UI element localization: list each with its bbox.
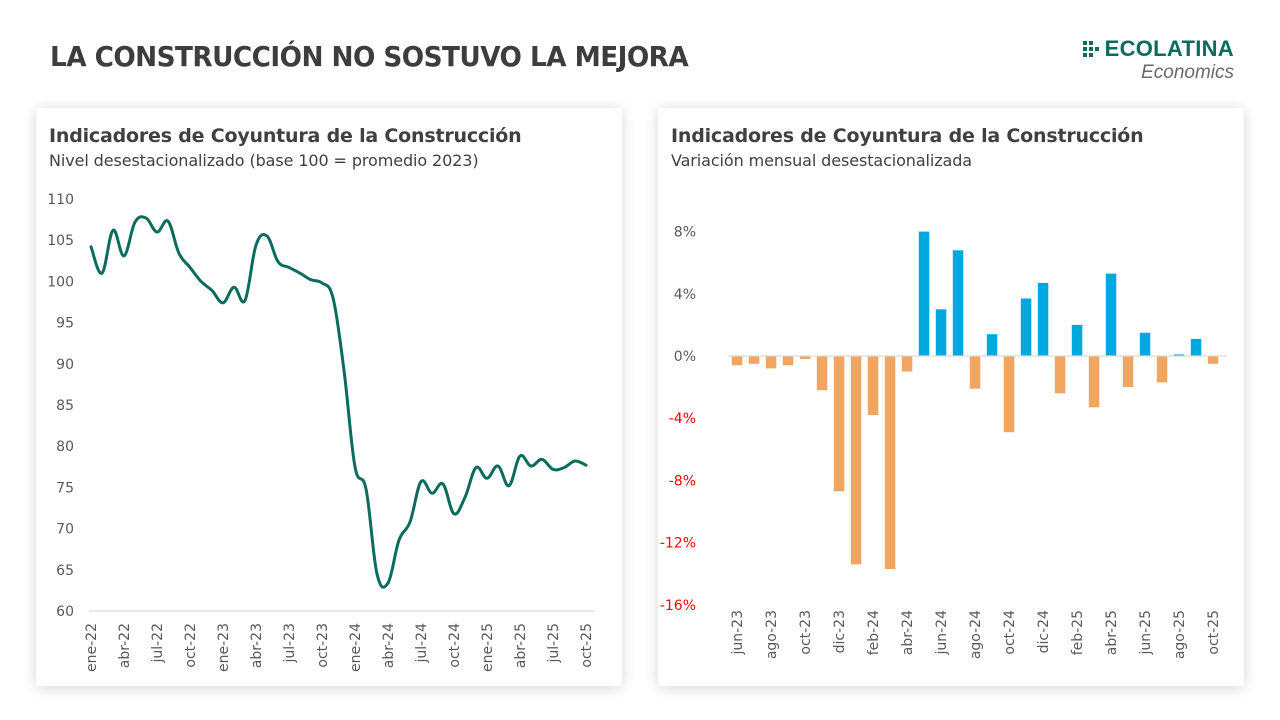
- x-tick-label: feb-25: [1070, 610, 1086, 655]
- x-tick-label: abr-25: [513, 623, 529, 668]
- logo-dots-icon: [1082, 41, 1099, 57]
- y-tick-label: 60: [56, 604, 74, 620]
- page-title: LA CONSTRUCCIÓN NO SOSTUVO LA MEJORA: [50, 40, 689, 73]
- y-tick-label: 75: [56, 480, 74, 496]
- bar-oct-24: [1003, 356, 1015, 433]
- y-tick-label: 105: [47, 233, 74, 249]
- level-line-chart: 60 65 70 75 80 85 90 95 100 105 110 ene-22 abr-22 jul…: [47, 192, 595, 672]
- y-tick-label: 90: [56, 357, 74, 373]
- y-tick-label: 0%: [674, 349, 696, 365]
- y-tick-label: 8%: [674, 225, 696, 241]
- x-tick-label: abr-22: [117, 623, 133, 668]
- bar-mar-25: [1088, 356, 1100, 408]
- x-tick-label: jul-24: [414, 623, 430, 664]
- bar-jun-23: [731, 356, 743, 366]
- y-tick-label: -8%: [669, 473, 696, 489]
- y-tick-label: 70: [56, 522, 74, 538]
- y-tick-label: 100: [47, 274, 74, 290]
- x-tick-label: ene-23: [216, 623, 232, 672]
- bar-oct-23: [799, 356, 811, 360]
- x-tick-label: abr-23: [249, 623, 265, 668]
- y-tick-label: 85: [56, 398, 74, 414]
- logo-name: ECOLATINA: [1104, 36, 1234, 61]
- x-tick-label: abr-24: [381, 623, 397, 668]
- x-tick-label: jun-23: [730, 610, 746, 656]
- x-tick-label: oct-22: [183, 623, 199, 668]
- logo-subtitle: Economics: [1141, 62, 1234, 83]
- y-tick-label: -16%: [660, 598, 696, 614]
- x-tick-label: feb-24: [866, 610, 882, 655]
- x-tick-label: ago-23: [764, 610, 780, 659]
- bar-ago-24: [969, 356, 981, 389]
- bar-feb-24: [867, 356, 879, 416]
- x-tick-label: oct-23: [798, 610, 814, 655]
- x-tick-label: oct-24: [447, 623, 463, 668]
- level-chart-subtitle: Nivel desestacionalizado (base 100 = pro…: [49, 151, 479, 170]
- bar-may-25: [1122, 356, 1134, 388]
- x-tick-label: jul-25: [546, 623, 562, 664]
- x-tick-label: abr-25: [1104, 610, 1120, 655]
- x-tick-label: oct-23: [315, 623, 331, 668]
- bar-ago-23: [765, 356, 777, 369]
- bar-abr-25: [1105, 273, 1117, 356]
- bar-nov-24: [1020, 298, 1032, 356]
- y-tick-label: 95: [56, 316, 74, 332]
- x-tick-label: oct-24: [1002, 610, 1018, 655]
- level-chart-title: Indicadores de Coyuntura de la Construcc…: [49, 125, 522, 147]
- bar-ene-25: [1054, 356, 1066, 394]
- x-tick-label: dic-24: [1036, 610, 1052, 653]
- bar-jul-23: [748, 356, 760, 364]
- bar-sep-23: [782, 356, 794, 366]
- bar-abr-24: [901, 356, 913, 372]
- bar-sep-25: [1190, 338, 1202, 356]
- x-tick-label: jul-22: [150, 623, 166, 664]
- bar-sep-24: [986, 334, 998, 356]
- monthly-chart-subtitle: Variación mensual desestacionalizada: [671, 151, 973, 170]
- ecolatina-logo: ECOLATINA Economics: [1082, 36, 1234, 84]
- x-tick-label: jul-23: [282, 623, 298, 664]
- monthly-bar-chart: 8% 4% 0% -4% -8% -12% -16% jun-23 ago-23 oct-23 di…: [660, 225, 1227, 659]
- bar-ene-24: [850, 356, 862, 565]
- y-tick-label: -12%: [660, 536, 696, 552]
- y-tick-label: -4%: [669, 411, 696, 427]
- y-tick-label: 110: [47, 192, 74, 208]
- monthly-chart-title: Indicadores de Coyuntura de la Construcc…: [671, 125, 1144, 147]
- x-tick-label: jun-25: [1138, 610, 1154, 656]
- bar-jul-25: [1156, 356, 1168, 383]
- bar-dic-23: [833, 356, 845, 492]
- x-tick-label: oct-25: [1206, 610, 1222, 655]
- x-tick-label: abr-24: [900, 610, 916, 655]
- bar-may-24: [918, 231, 930, 356]
- y-tick-label: 65: [56, 563, 74, 579]
- level-chart-card: Indicadores de Coyuntura de la Construcc…: [36, 108, 622, 686]
- bar-ago-25: [1173, 354, 1185, 356]
- x-tick-label: oct-25: [579, 623, 595, 668]
- y-tick-label: 4%: [674, 287, 696, 303]
- bar-nov-23: [816, 356, 828, 391]
- bar-feb-25: [1071, 324, 1083, 356]
- bar-jul-24: [952, 250, 964, 356]
- bar-mar-24: [884, 356, 896, 569]
- bar-oct-25: [1207, 356, 1219, 364]
- x-tick-label: jun-24: [934, 610, 950, 656]
- x-tick-label: ene-24: [348, 623, 364, 672]
- x-tick-label: ene-22: [84, 623, 100, 672]
- bar-jun-25: [1139, 332, 1151, 356]
- bar-dic-24: [1037, 282, 1049, 356]
- x-tick-label: ago-24: [968, 610, 984, 659]
- series-line-isac: [89, 215, 588, 589]
- y-tick-label: 80: [56, 439, 74, 455]
- x-tick-label: ene-25: [480, 623, 496, 672]
- x-tick-label: ago-25: [1172, 610, 1188, 659]
- x-tick-label: dic-23: [832, 610, 848, 653]
- bar-jun-24: [935, 309, 947, 356]
- monthly-change-chart-card: Indicadores de Coyuntura de la Construcc…: [658, 108, 1244, 686]
